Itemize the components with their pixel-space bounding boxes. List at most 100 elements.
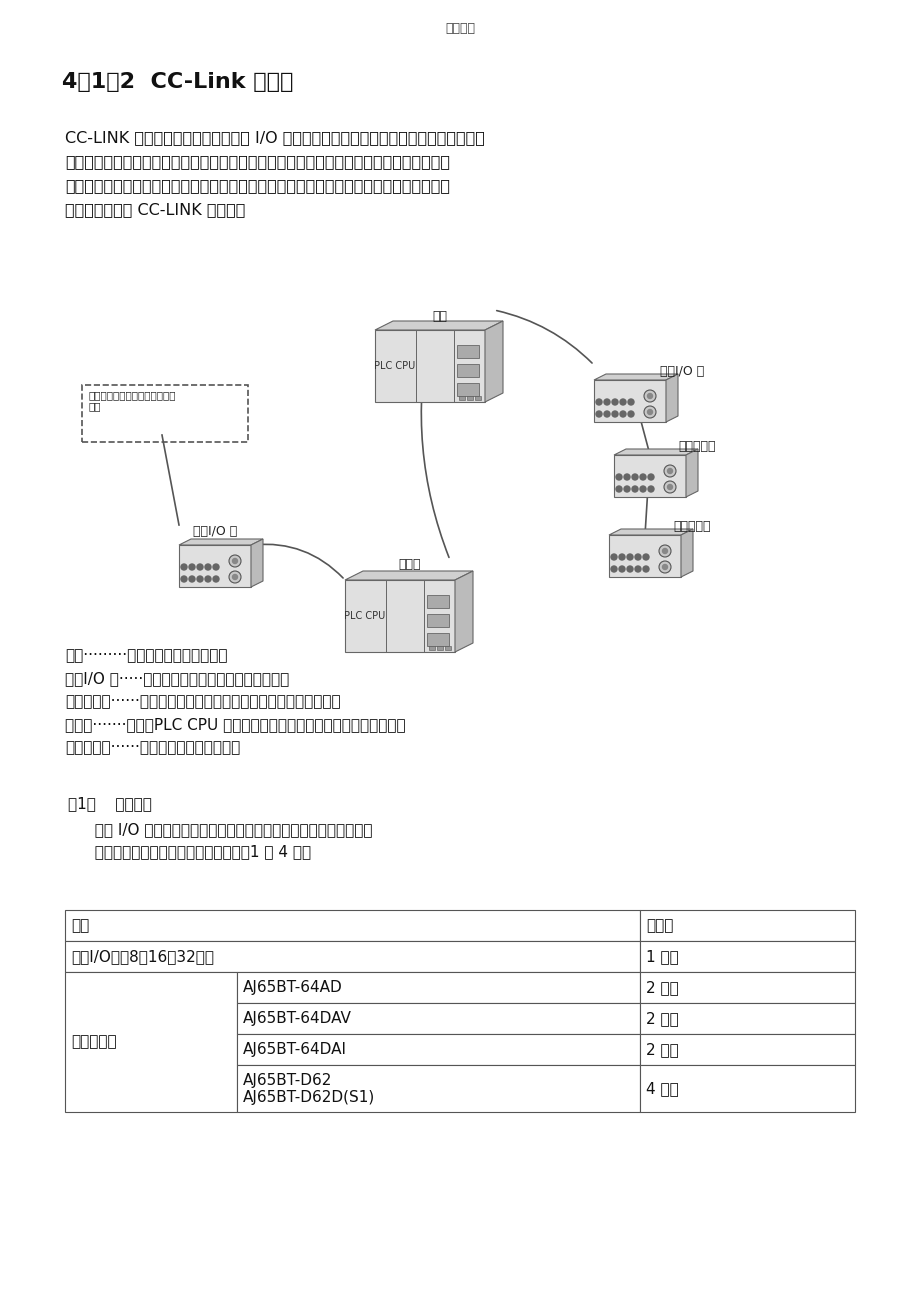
Circle shape <box>610 566 617 572</box>
Circle shape <box>619 398 625 405</box>
Bar <box>237 973 640 1003</box>
Circle shape <box>181 575 187 582</box>
Circle shape <box>640 486 645 492</box>
Bar <box>457 383 479 396</box>
Bar <box>426 595 448 608</box>
Circle shape <box>667 469 672 474</box>
Text: 远程 I/O 站，远程设备站和本地站的占用的站数是预先定义好的。: 远程 I/O 站，远程设备站和本地站的占用的站数是预先定义好的。 <box>85 822 372 837</box>
Circle shape <box>662 565 667 569</box>
Text: AJ65BT-64DAV: AJ65BT-64DAV <box>243 1010 351 1026</box>
Circle shape <box>647 474 653 480</box>
Bar <box>594 380 665 422</box>
Text: 2 个站: 2 个站 <box>645 1042 678 1057</box>
Text: 2 个站: 2 个站 <box>645 980 678 995</box>
Circle shape <box>658 561 670 573</box>
Text: 本地站: 本地站 <box>398 559 421 572</box>
Circle shape <box>197 564 203 570</box>
Bar <box>467 396 472 400</box>
Circle shape <box>229 555 241 566</box>
Bar <box>640 1065 854 1112</box>
Text: （1）    占用站数: （1） 占用站数 <box>68 796 152 811</box>
Text: 本地站·······有一个PLC CPU 并且有实力和主站以及其它本地站通信的站。: 本地站·······有一个PLC CPU 并且有实力和主站以及其它本地站通信的站… <box>65 717 405 732</box>
Polygon shape <box>680 529 692 577</box>
Text: 模块: 模块 <box>71 918 89 934</box>
Text: 远程I/O 站: 远程I/O 站 <box>193 525 237 538</box>
Text: 主站·········限制数据链接系统的站。: 主站·········限制数据链接系统的站。 <box>65 648 227 663</box>
Circle shape <box>628 398 633 405</box>
Circle shape <box>596 398 601 405</box>
Polygon shape <box>608 529 692 535</box>
Bar <box>608 535 680 577</box>
Text: 远程I/O站（8，16，32点）: 远程I/O站（8，16，32点） <box>71 949 214 963</box>
Text: PLC CPU: PLC CPU <box>374 361 415 371</box>
Bar <box>426 615 448 628</box>
Bar <box>640 1034 854 1065</box>
Circle shape <box>627 566 632 572</box>
Circle shape <box>627 553 632 560</box>
Bar <box>640 973 854 1003</box>
Circle shape <box>604 411 609 417</box>
Circle shape <box>647 393 652 398</box>
Circle shape <box>233 574 237 579</box>
Bar <box>640 1003 854 1034</box>
Bar <box>179 546 251 587</box>
Circle shape <box>640 474 645 480</box>
Bar <box>457 365 479 378</box>
Circle shape <box>618 566 624 572</box>
Bar <box>82 385 248 441</box>
Text: 更多产品请查看 CC-LINK 官方网站: 更多产品请查看 CC-LINK 官方网站 <box>65 202 245 217</box>
Text: AJ65BT-64DAI: AJ65BT-64DAI <box>243 1042 346 1057</box>
Text: 远程设备站······仅处理以位为单位和以字为单位的数据的远程站。: 远程设备站······仅处理以位为单位和以字为单位的数据的远程站。 <box>65 694 340 710</box>
Circle shape <box>619 411 625 417</box>
Bar <box>640 941 854 973</box>
Bar <box>426 633 448 646</box>
Text: 智能设备站······可以执行瞬时传送的站。: 智能设备站······可以执行瞬时传送的站。 <box>65 740 240 755</box>
Circle shape <box>229 572 241 583</box>
Circle shape <box>647 410 652 414</box>
Bar <box>375 329 484 402</box>
Circle shape <box>213 564 219 570</box>
Circle shape <box>616 486 621 492</box>
Polygon shape <box>455 572 472 652</box>
Circle shape <box>205 564 210 570</box>
Text: PLC CPU: PLC CPU <box>344 611 385 621</box>
Bar <box>237 1034 640 1065</box>
Circle shape <box>658 546 670 557</box>
Circle shape <box>642 553 648 560</box>
Bar <box>613 454 686 497</box>
Bar <box>428 646 435 650</box>
Polygon shape <box>594 374 677 380</box>
Text: 优质文档: 优质文档 <box>445 22 474 34</box>
Text: AJ65BT-D62D(S1): AJ65BT-D62D(S1) <box>243 1090 375 1105</box>
Circle shape <box>197 575 203 582</box>
Text: 站、以及可进展信息通讯的这能设备站。此外它还支持众多生产厂家制造的现场设备，确保: 站、以及可进展信息通讯的这能设备站。此外它还支持众多生产厂家制造的现场设备，确保 <box>65 154 449 169</box>
Bar <box>457 345 479 358</box>
Text: CC-LINK 不仅支持处理位信息的远程 I/O 站，还支持以字为单位进展数据交换的远程设备: CC-LINK 不仅支持处理位信息的远程 I/O 站，还支持以字为单位进展数据交… <box>65 130 484 145</box>
Circle shape <box>618 553 624 560</box>
Bar <box>237 1003 640 1034</box>
Bar <box>445 646 450 650</box>
Circle shape <box>643 406 655 418</box>
Text: 由我们的合作制造商之一制造的
设备: 由我们的合作制造商之一制造的 设备 <box>89 391 176 411</box>
Circle shape <box>623 474 630 480</box>
Circle shape <box>664 480 675 493</box>
Circle shape <box>213 575 219 582</box>
Bar <box>640 910 854 941</box>
Text: 4．1．2  CC-Link 的构造: 4．1．2 CC-Link 的构造 <box>62 72 293 92</box>
Bar <box>65 941 640 973</box>
Polygon shape <box>375 322 503 329</box>
Circle shape <box>667 484 672 490</box>
Circle shape <box>631 486 637 492</box>
Text: 远程I/O 站·····仅处理以位为单位的数据的远程站。: 远程I/O 站·····仅处理以位为单位的数据的远程站。 <box>65 671 289 686</box>
Text: 占用站: 占用站 <box>645 918 673 934</box>
Circle shape <box>233 559 237 564</box>
Text: 远程设备站: 远程设备站 <box>677 440 715 453</box>
Bar <box>474 396 481 400</box>
Circle shape <box>643 391 655 402</box>
Circle shape <box>596 411 601 417</box>
Bar <box>65 910 640 941</box>
Text: 4 个站: 4 个站 <box>645 1081 678 1096</box>
Circle shape <box>642 566 648 572</box>
Polygon shape <box>251 539 263 587</box>
Text: AJ65BT-D62: AJ65BT-D62 <box>243 1073 332 1088</box>
